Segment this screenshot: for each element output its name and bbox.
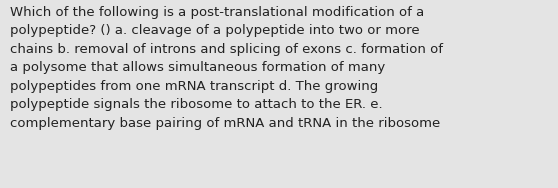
Text: Which of the following is a post-translational modification of a
polypeptide? (): Which of the following is a post-transla… (10, 6, 443, 130)
